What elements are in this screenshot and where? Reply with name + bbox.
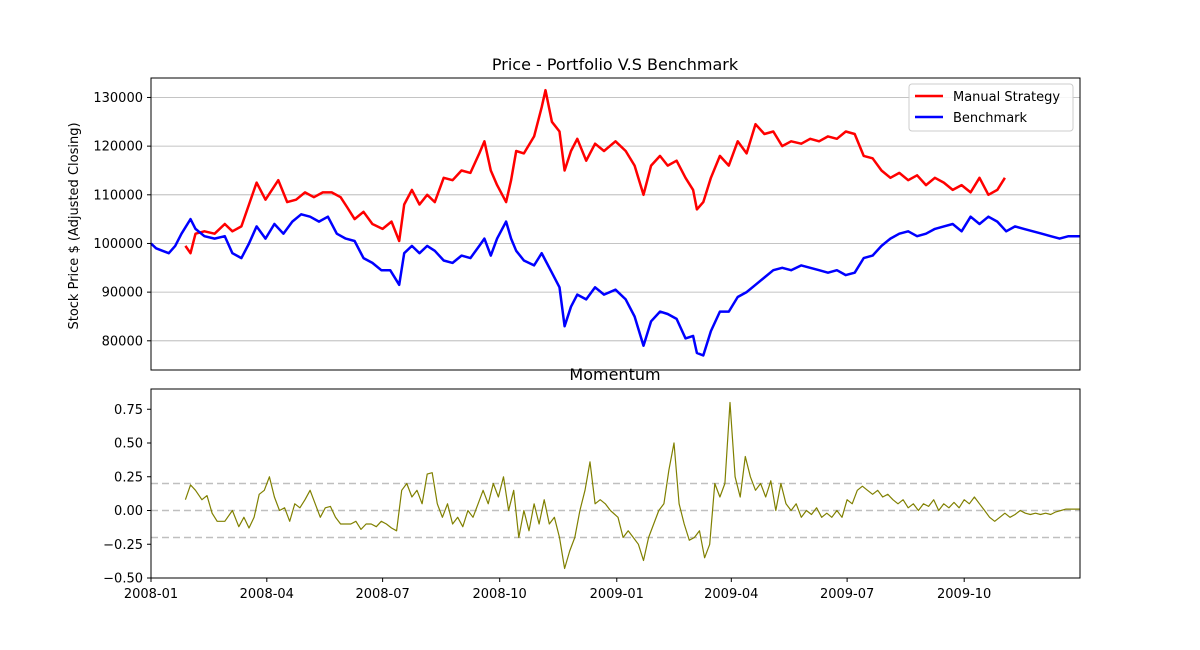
y-tick-label: 130000 <box>93 91 143 106</box>
y-tick-label: 0.25 <box>114 470 143 485</box>
y-tick-label: 110000 <box>93 188 143 203</box>
momentum-chart-title: Momentum <box>569 365 660 384</box>
y-tick-label: −0.25 <box>103 538 143 553</box>
series-line-momentum <box>184 401 1080 570</box>
price-series <box>150 88 1080 357</box>
x-tick-label: 2009-10 <box>937 587 991 602</box>
price-y-axis-label: Stock Price $ (Adjusted Closing) <box>67 122 82 329</box>
x-tick-label: 2009-04 <box>704 587 758 602</box>
x-tick-label: 2008-10 <box>473 587 527 602</box>
x-tick-label: 2008-04 <box>240 587 294 602</box>
legend-label-benchmark: Benchmark <box>953 111 1028 126</box>
legend-label-manual-strategy: Manual Strategy <box>953 90 1060 105</box>
momentum-threshold-lines <box>151 482 1080 539</box>
y-tick-label: 90000 <box>102 286 143 301</box>
x-tick-label: 2009-01 <box>590 587 644 602</box>
x-tick-label: 2008-01 <box>124 587 178 602</box>
y-tick-label: 80000 <box>102 334 143 349</box>
y-tick-label: −0.50 <box>103 572 143 587</box>
series-line-manual-strategy <box>184 88 1006 255</box>
y-tick-label: 0.50 <box>114 437 143 452</box>
momentum-series <box>184 401 1080 570</box>
y-tick-label: 0.00 <box>114 504 143 519</box>
x-tick-label: 2009-07 <box>820 587 874 602</box>
legend-box <box>908 83 1074 132</box>
series-line-benchmark <box>150 213 1080 357</box>
price-panel: Price - Portfolio V.S Benchmark Stock Pr… <box>67 55 1081 371</box>
y-tick-label: 0.75 <box>114 403 143 418</box>
momentum-plot-frame <box>150 388 1081 579</box>
price-y-ticks: 80000 90000 100000 110000 120000 130000 <box>93 91 151 349</box>
legend: Manual Strategy Benchmark <box>908 83 1074 132</box>
price-plot-frame <box>150 77 1081 371</box>
x-axis-ticks: 2008-01 2008-04 2008-07 2008-10 2009-01 2009-… <box>124 578 991 602</box>
momentum-y-ticks: −0.50 −0.25 0.00 0.25 0.50 0.75 <box>103 403 151 587</box>
momentum-panel: Momentum −0.50 −0.25 0.00 0.25 0.50 0.75 2008… <box>103 365 1081 602</box>
y-tick-label: 100000 <box>93 237 143 252</box>
price-chart-title: Price - Portfolio V.S Benchmark <box>492 55 739 74</box>
price-gridlines <box>151 97 1080 342</box>
y-tick-label: 120000 <box>93 140 143 155</box>
x-tick-label: 2008-07 <box>355 587 409 602</box>
